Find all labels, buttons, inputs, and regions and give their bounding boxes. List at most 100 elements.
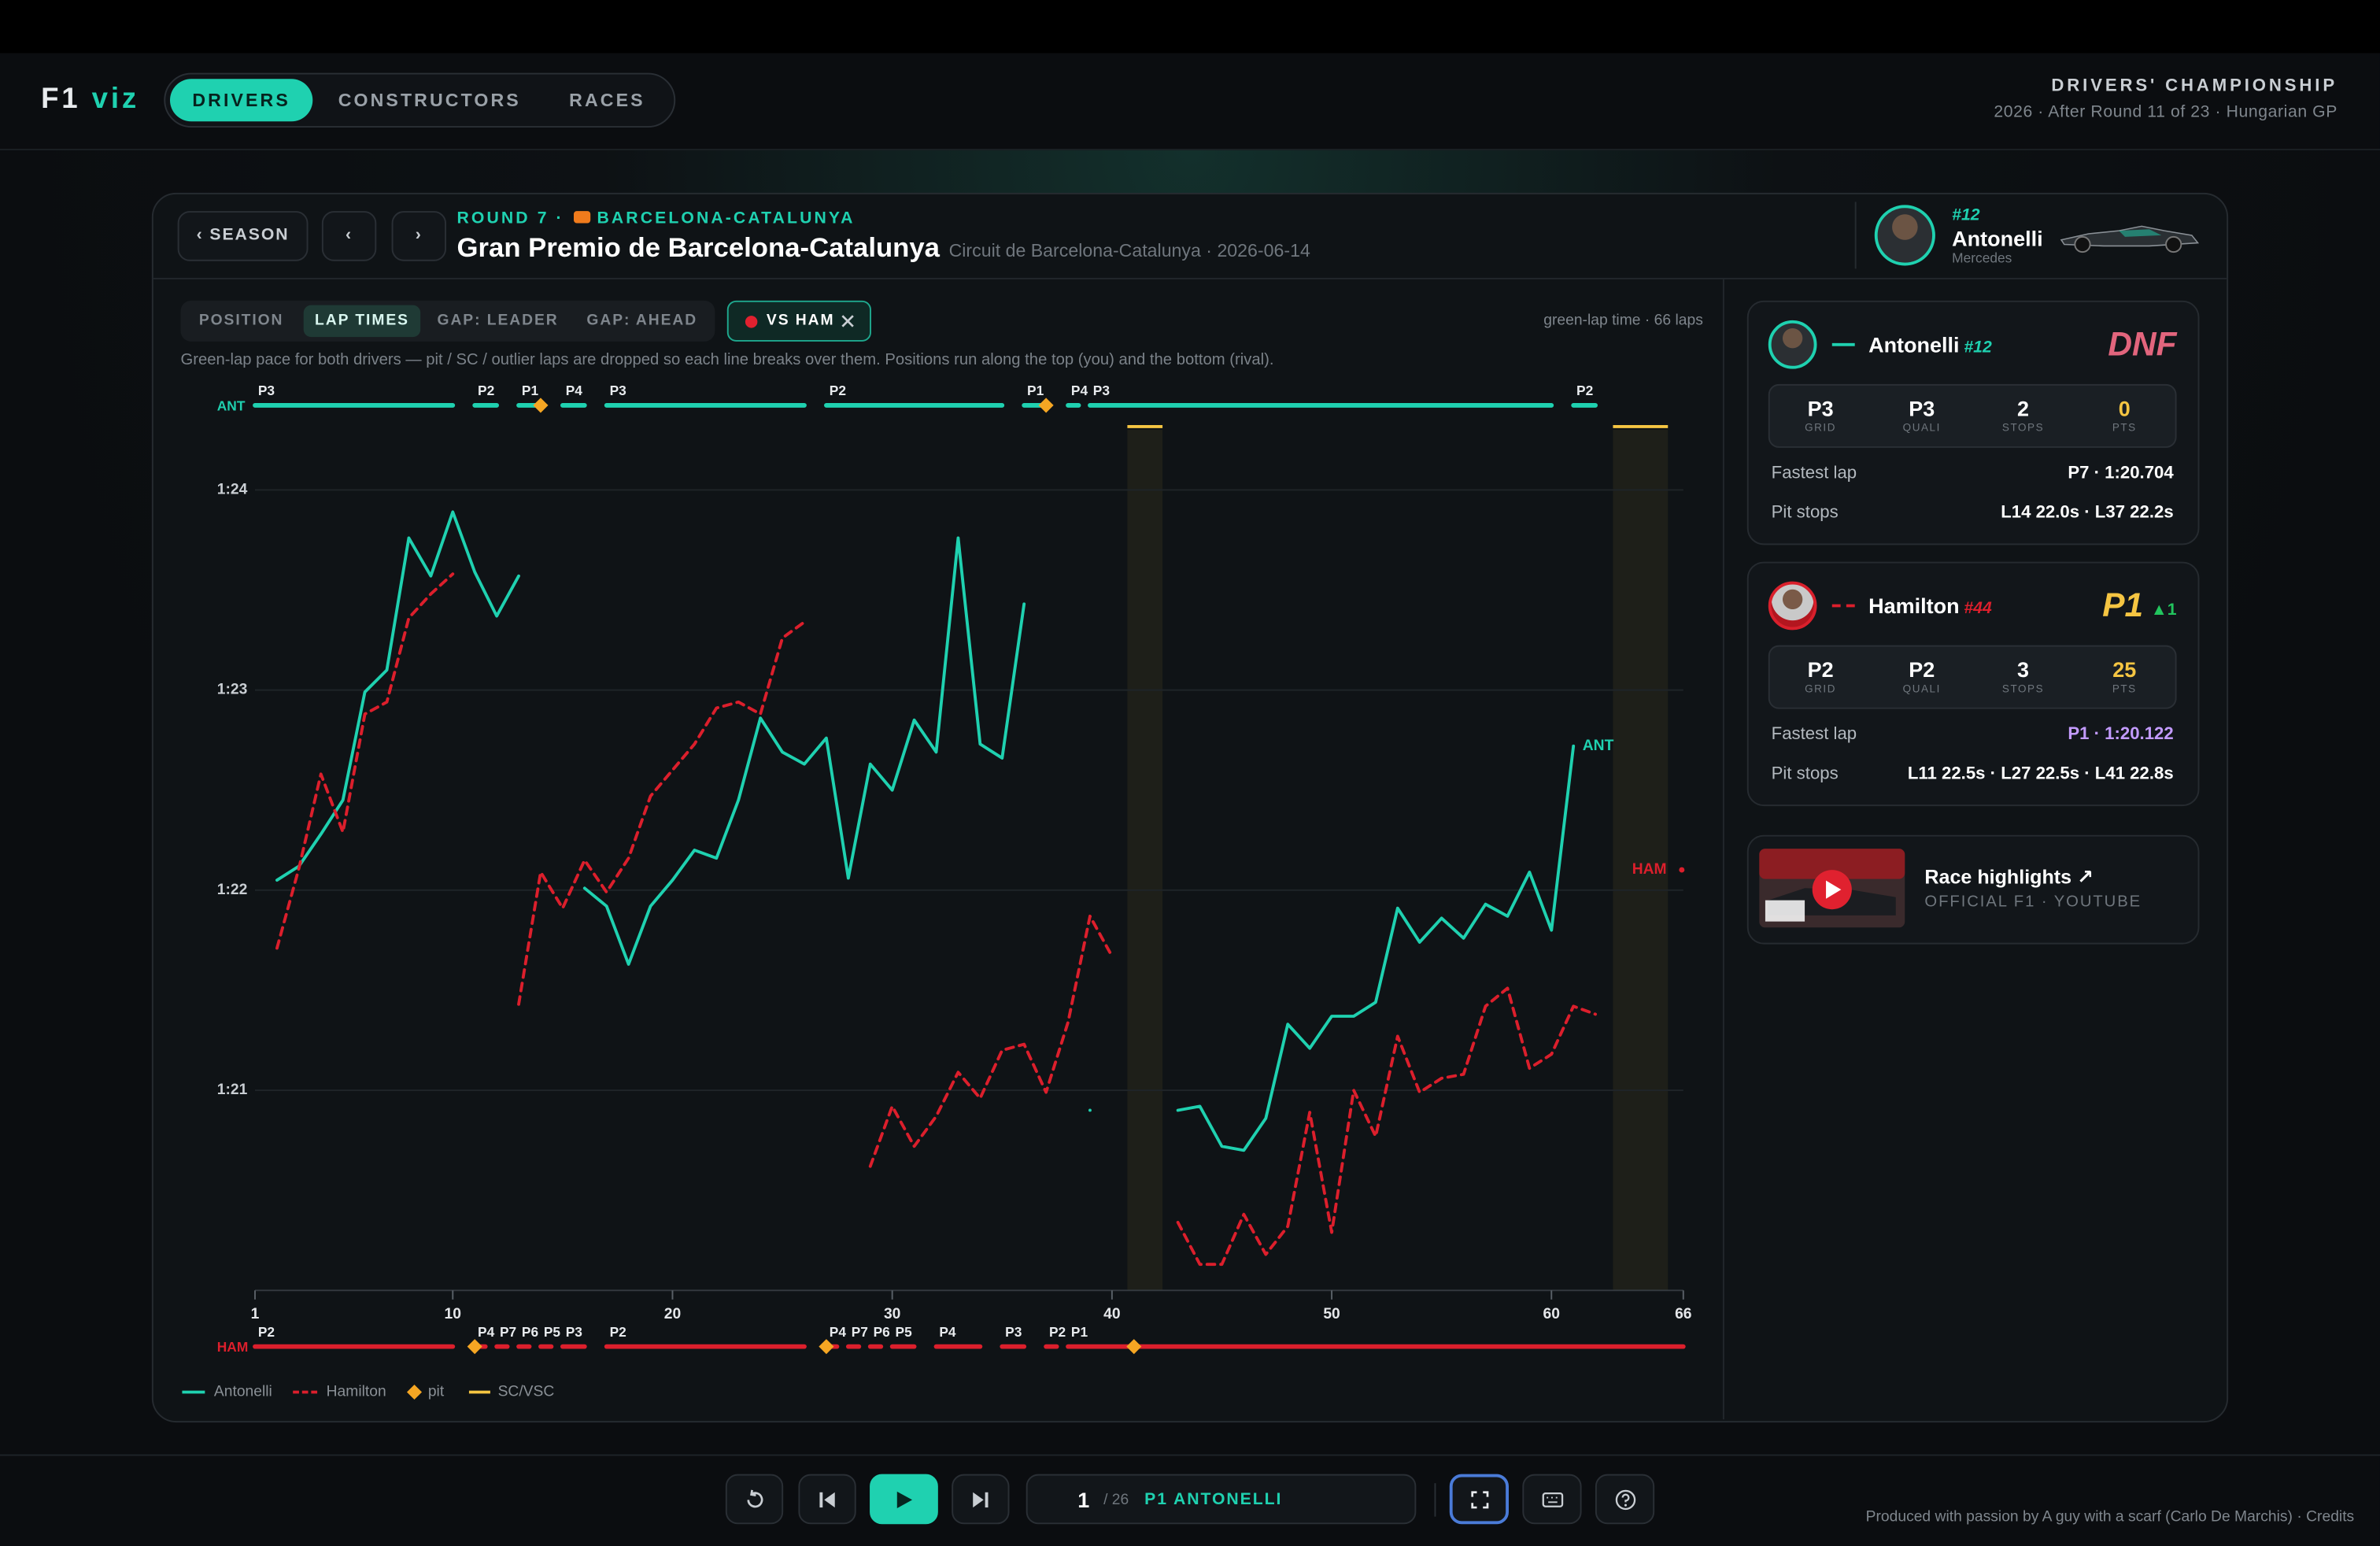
- chart-tab[interactable]: LAP TIMES: [303, 305, 421, 338]
- stat-value: P3: [1807, 396, 1834, 421]
- divider: [153, 277, 2227, 279]
- flag: [574, 211, 591, 224]
- row-label: Fastest lap: [1771, 464, 1857, 483]
- stat-value: 2: [2017, 396, 2030, 421]
- lap-total: / 26: [1103, 1492, 1129, 1509]
- number: #44: [1964, 599, 1992, 618]
- stat-label: GRID: [1805, 423, 1837, 435]
- icon: [973, 1491, 989, 1507]
- lap-counter: 1 / 26 P1 ANTONELLI: [1026, 1474, 1417, 1525]
- x-tick-label: 1: [251, 1306, 260, 1322]
- position-label: P2: [1576, 383, 1593, 398]
- x-tick-label: 50: [1323, 1306, 1340, 1322]
- card-avatar: [1768, 320, 1817, 369]
- venue: BARCELONA-CATALUNYA: [597, 209, 856, 228]
- nav-tab[interactable]: CONSTRUCTORS: [338, 89, 521, 111]
- race-name: Gran Premio de Barcelona-Catalunya: [456, 232, 940, 263]
- position-label: P3: [610, 383, 627, 398]
- video-thumbnail[interactable]: [1759, 849, 1905, 928]
- race-title: Gran Premio de Barcelona-Catalunya Circui…: [456, 232, 1310, 264]
- season-button[interactable]: ‹ SEASON: [177, 211, 309, 261]
- stat-label: GRID: [1805, 684, 1837, 696]
- keyboard-button[interactable]: [1522, 1474, 1582, 1525]
- rival-dot: [745, 316, 758, 328]
- stat-value: 25: [2112, 657, 2137, 682]
- series-end-dot: [1679, 867, 1685, 873]
- y-tick-label: 1:24: [217, 481, 248, 497]
- championship-subtitle: 2026 · After Round 11 of 23 · Hungarian …: [1994, 103, 2338, 122]
- stat-label: STOPS: [2001, 423, 2045, 435]
- position-label: P4: [566, 383, 583, 398]
- position-label: P7: [500, 1324, 516, 1340]
- next-race-button[interactable]: ›: [391, 211, 446, 261]
- position-label: P3: [1005, 1324, 1022, 1340]
- stat: P3 GRID: [1770, 386, 1872, 446]
- card-name: Antonelli #12: [1868, 332, 1992, 357]
- restart-button[interactable]: [725, 1474, 784, 1525]
- step-forward-button[interactable]: [952, 1474, 1010, 1525]
- series-end-label: HAM: [1632, 861, 1667, 878]
- help-button[interactable]: [1595, 1474, 1655, 1525]
- icon: [1541, 1492, 1563, 1507]
- chart-note: green-lap time · 66 laps: [1543, 313, 1703, 330]
- stat-value: P3: [1909, 396, 1935, 421]
- position-label: P2: [258, 1324, 275, 1340]
- position-label: P2: [478, 383, 494, 398]
- card-avatar: [1768, 581, 1817, 631]
- close-icon[interactable]: [841, 314, 854, 327]
- strip-driver-label: HAM: [217, 1339, 249, 1355]
- chart-tab[interactable]: GAP: AHEAD: [586, 313, 698, 330]
- stat: 0 PTS: [2074, 386, 2175, 446]
- x-tick-label: 40: [1103, 1306, 1120, 1322]
- position-label: P2: [1049, 1324, 1066, 1340]
- prev-race-button[interactable]: ‹: [321, 211, 377, 261]
- lap-current: 1: [1077, 1487, 1090, 1512]
- strip-driver-label: ANT: [217, 398, 246, 413]
- logo-viz: viz: [91, 83, 140, 116]
- top-strip: [0, 0, 2380, 54]
- name: Antonelli: [1868, 332, 1960, 357]
- pit-marker: [533, 398, 549, 413]
- series-swatch: [1831, 342, 1855, 346]
- round-label: ROUND 7 · BARCELONA-CATALUNYA: [456, 209, 855, 227]
- stat-value: P2: [1807, 657, 1834, 682]
- position-label: P5: [544, 1324, 561, 1340]
- play-button[interactable]: [870, 1474, 938, 1525]
- series-line: [275, 572, 1598, 1267]
- video-source: OFFICIAL F1 · YOUTUBE: [1924, 892, 2142, 912]
- sc-period: [1613, 429, 1669, 1291]
- x-tick-label: 60: [1543, 1306, 1560, 1322]
- row-label: Fastest lap: [1771, 725, 1857, 744]
- nav-tab[interactable]: DRIVERS: [169, 79, 313, 122]
- chart-tab[interactable]: GAP: LEADER: [437, 313, 559, 330]
- legend-swatch: [406, 1384, 423, 1400]
- icon: [1614, 1489, 1635, 1510]
- step-back-button[interactable]: [798, 1474, 856, 1525]
- car-image: [2060, 225, 2200, 253]
- x-tick-label: 66: [1675, 1306, 1692, 1322]
- position-label: P6: [874, 1324, 891, 1340]
- y-tick-label: 1:22: [217, 882, 248, 898]
- position-label: P4: [1071, 383, 1088, 398]
- rival-chip[interactable]: VS HAM: [726, 300, 871, 342]
- footer-credits[interactable]: Produced with passion by A guy with a sc…: [1865, 1508, 2355, 1526]
- stat-label: QUALI: [1902, 684, 1941, 696]
- logo[interactable]: F1 viz: [41, 83, 139, 117]
- fullscreen-button[interactable]: [1449, 1474, 1509, 1525]
- row-value: L11 22.5s · L27 22.5s · L41 22.8s: [1907, 764, 2174, 784]
- stat: P2 QUALI: [1871, 647, 1972, 708]
- race-details: Circuit de Barcelona-Catalunya · 2026-06…: [948, 239, 1310, 261]
- divider: [1854, 202, 1857, 269]
- stat-label: QUALI: [1902, 423, 1941, 435]
- video-title[interactable]: Race highlights ↗: [1924, 865, 2094, 889]
- pit-marker: [819, 1339, 834, 1355]
- nav-tab[interactable]: RACES: [569, 89, 645, 111]
- card-name: Hamilton #44: [1868, 594, 1992, 618]
- position-label: P1: [522, 383, 539, 398]
- legend-label: Hamilton: [327, 1384, 386, 1400]
- chart-tab[interactable]: POSITION: [198, 313, 284, 330]
- series-swatch: [1831, 604, 1855, 608]
- position-label: P5: [896, 1324, 913, 1340]
- y-tick-label: 1:21: [217, 1082, 248, 1098]
